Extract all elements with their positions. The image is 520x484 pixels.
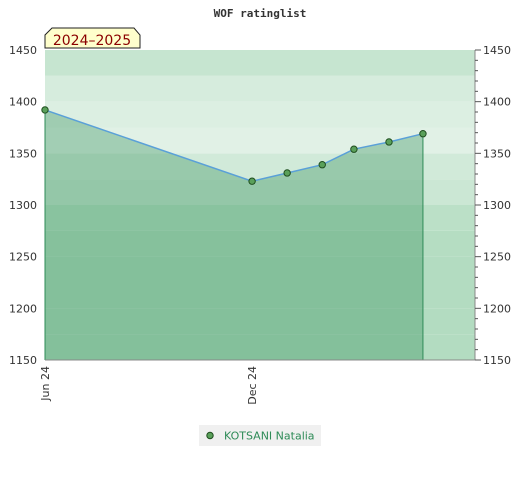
drop-lines — [44, 109, 424, 360]
background-band — [45, 179, 475, 205]
y-tick-label-right: 1400 — [483, 96, 511, 109]
y-tick-label-right: 1250 — [483, 251, 511, 264]
x-tick-label: Dec 24 — [246, 366, 259, 405]
background-band — [45, 334, 475, 360]
data-point[interactable] — [41, 106, 49, 114]
background-band — [45, 153, 475, 180]
x-tick-label: Jun 24 — [39, 366, 52, 402]
background-band — [45, 75, 475, 102]
y-tick-label-left: 1150 — [9, 354, 37, 367]
y-tick-label-left: 1400 — [9, 96, 37, 109]
x-axis: Jun 24 Dec 24 — [39, 366, 259, 405]
background-band — [45, 50, 475, 76]
y-tick-label-right: 1150 — [483, 354, 511, 367]
y-tick-label-right: 1300 — [483, 199, 511, 212]
y-axis-left: 1150 1200 1250 1300 1350 1400 1450 — [9, 44, 37, 367]
data-point[interactable] — [385, 138, 393, 146]
rating-area — [45, 109, 423, 360]
y-tick-label-left: 1350 — [9, 147, 37, 160]
y-tick-label-right: 1200 — [483, 302, 511, 315]
chart-title: WOF ratinglist — [214, 7, 307, 20]
background-band — [45, 282, 475, 309]
y-axis-right: 1150 1200 1250 1300 1350 1400 1450 — [475, 44, 511, 367]
legend-box — [199, 425, 321, 446]
data-point[interactable] — [248, 177, 256, 185]
y-tick-label-left: 1250 — [9, 251, 37, 264]
y-tick-label-left: 1450 — [9, 44, 37, 57]
background-band — [45, 308, 475, 335]
season-badge-shape — [44, 27, 141, 49]
legend[interactable]: KOTSANI Natalia — [199, 425, 321, 446]
data-point[interactable] — [318, 161, 326, 169]
background-band — [45, 205, 475, 231]
background-band — [45, 101, 475, 128]
data-point[interactable] — [283, 169, 291, 177]
data-points — [41, 106, 427, 185]
background-bands — [45, 50, 475, 360]
data-point[interactable] — [419, 130, 427, 138]
y-tick-label-left: 1200 — [9, 302, 37, 315]
data-point[interactable] — [350, 145, 358, 153]
y-tick-label-left: 1300 — [9, 199, 37, 212]
background-band — [45, 230, 475, 257]
season-label: 2024–2025 — [53, 33, 131, 49]
legend-marker — [206, 431, 214, 440]
y-tick-label-right: 1350 — [483, 147, 511, 160]
rating-area-fill — [45, 109, 423, 360]
background-band — [45, 127, 475, 154]
background-band — [45, 256, 475, 283]
y-tick-label-right: 1450 — [483, 44, 511, 57]
legend-item-kotsani-natalia[interactable]: KOTSANI Natalia — [224, 430, 315, 443]
season-badge: 2024–2025 — [44, 27, 141, 49]
